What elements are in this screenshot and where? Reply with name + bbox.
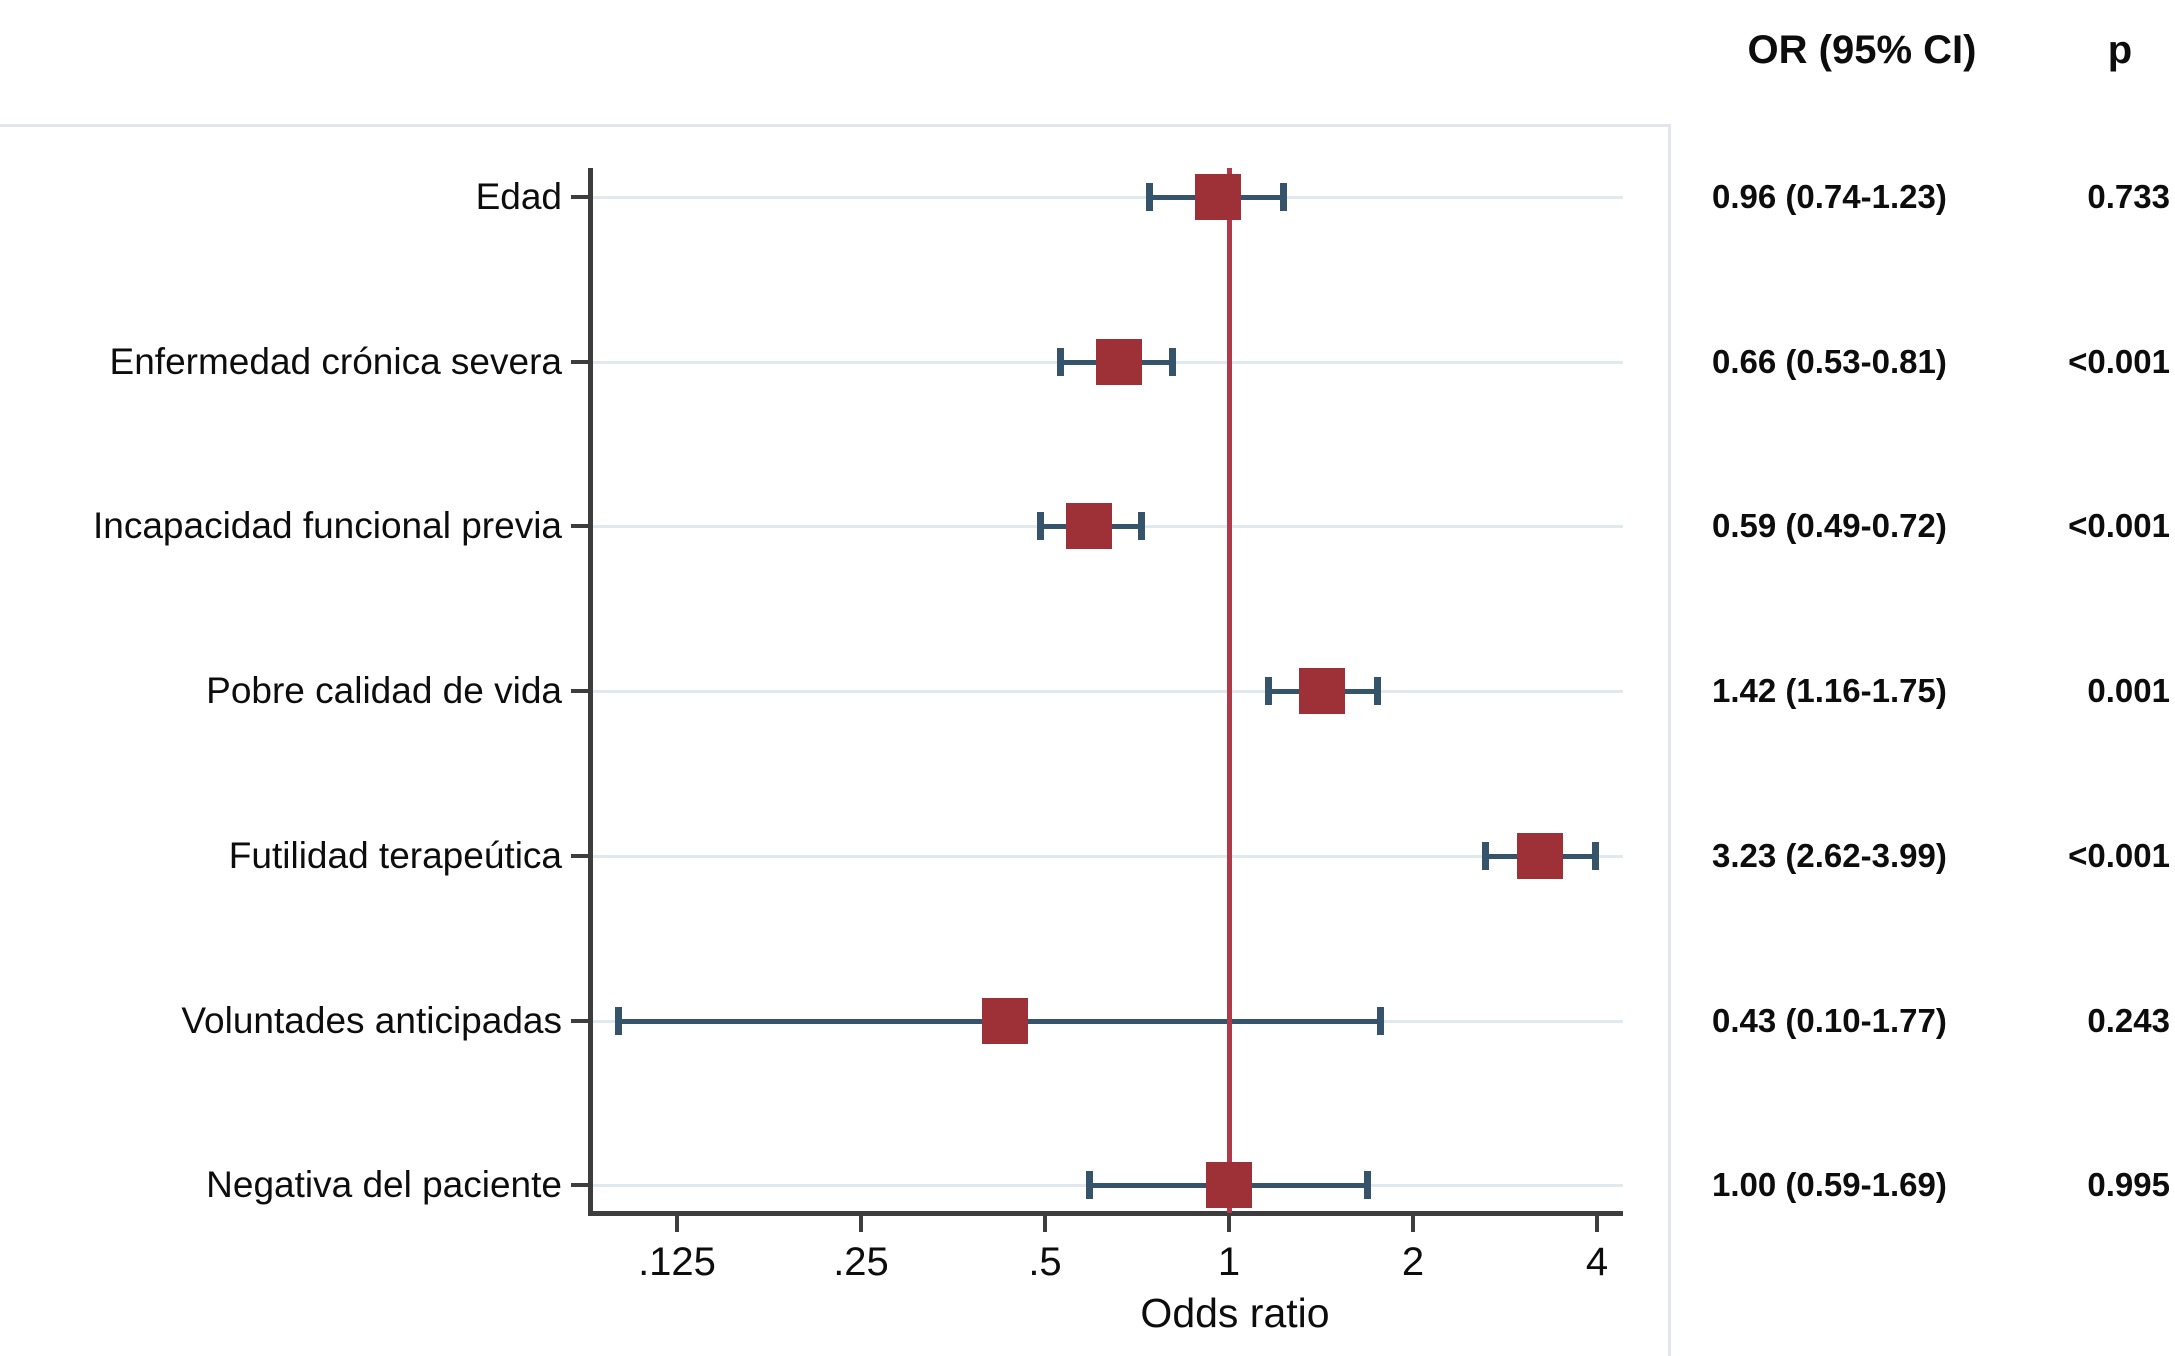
or-ci-value: 1.00 (0.59-1.69) — [1712, 1166, 1947, 1203]
or-marker — [1206, 1162, 1252, 1208]
x-tick — [1043, 1215, 1047, 1232]
x-tick — [859, 1215, 863, 1232]
ci-cap-right — [1377, 1007, 1384, 1035]
p-value: <0.001 — [2068, 343, 2170, 380]
or-marker — [1096, 339, 1142, 385]
x-axis-line — [588, 1211, 1623, 1216]
row-label: Incapacidad funcional previa — [93, 505, 562, 546]
x-tick-label: .25 — [833, 1240, 889, 1284]
or-ci-value: 0.43 (0.10-1.77) — [1712, 1002, 1947, 1039]
ci-cap-left — [1482, 842, 1489, 870]
p-value: <0.001 — [2068, 837, 2170, 874]
or-marker — [1517, 833, 1563, 879]
y-tick — [571, 689, 591, 693]
ci-cap-left — [1057, 348, 1064, 376]
p-value: 0.243 — [2087, 1002, 2170, 1039]
x-tick — [1411, 1215, 1415, 1232]
or-ci-value: 0.66 (0.53-0.81) — [1712, 343, 1947, 380]
ci-cap-right — [1364, 1171, 1371, 1199]
row-label: Voluntades anticipadas — [181, 1000, 562, 1041]
y-tick — [571, 1019, 591, 1023]
y-tick — [571, 195, 591, 199]
or-ci-column-header: OR (95% CI) — [1747, 28, 1977, 72]
y-tick — [571, 854, 591, 858]
y-axis-line — [588, 168, 593, 1213]
ci-cap-right — [1280, 183, 1287, 211]
y-tick — [571, 360, 591, 364]
x-tick — [675, 1215, 679, 1232]
reference-line-or-1 — [1227, 168, 1232, 1213]
row-label: Pobre calidad de vida — [206, 670, 562, 711]
ci-cap-left — [1037, 512, 1044, 540]
x-tick-label: .125 — [638, 1240, 716, 1284]
ci-cap-right — [1169, 348, 1176, 376]
p-value: 0.995 — [2087, 1166, 2170, 1203]
or-marker — [1195, 174, 1241, 220]
row-label: Enfermedad crónica severa — [109, 341, 562, 382]
p-value: 0.001 — [2087, 672, 2170, 709]
p-value: <0.001 — [2068, 507, 2170, 544]
or-ci-value: 1.42 (1.16-1.75) — [1712, 672, 1947, 709]
or-marker — [1066, 503, 1112, 549]
x-tick-label: 4 — [1585, 1240, 1609, 1284]
ci-cap-left — [1265, 677, 1272, 705]
p-column-header: p — [2107, 28, 2133, 72]
y-tick — [571, 1183, 591, 1187]
or-marker — [1299, 668, 1345, 714]
plot-right-border — [1668, 124, 1671, 1356]
row-label: Futilidad terapeútica — [228, 835, 562, 876]
x-tick-label: 1 — [1217, 1240, 1241, 1284]
y-tick — [571, 524, 591, 528]
or-ci-value: 0.59 (0.49-0.72) — [1712, 507, 1947, 544]
ci-cap-right — [1592, 842, 1599, 870]
row-label: Edad — [475, 176, 562, 217]
ci-cap-left — [1146, 183, 1153, 211]
x-axis-title: Odds ratio — [1140, 1290, 1330, 1336]
row-gridline — [591, 196, 1623, 199]
x-tick — [1595, 1215, 1599, 1232]
ci-cap-left — [615, 1007, 622, 1035]
or-ci-value: 0.96 (0.74-1.23) — [1712, 178, 1947, 215]
x-tick — [1227, 1215, 1231, 1232]
x-tick-label: 2 — [1401, 1240, 1425, 1284]
row-label: Negativa del paciente — [206, 1164, 562, 1205]
or-marker — [982, 998, 1028, 1044]
plot-top-border — [0, 124, 1668, 127]
p-value: 0.733 — [2087, 178, 2170, 215]
ci-cap-right — [1374, 677, 1381, 705]
or-ci-value: 3.23 (2.62-3.99) — [1712, 837, 1947, 874]
row-gridline — [591, 690, 1623, 693]
row-gridline — [591, 855, 1623, 858]
x-tick-label: .5 — [1028, 1240, 1062, 1284]
ci-cap-left — [1086, 1171, 1093, 1199]
ci-cap-right — [1138, 512, 1145, 540]
